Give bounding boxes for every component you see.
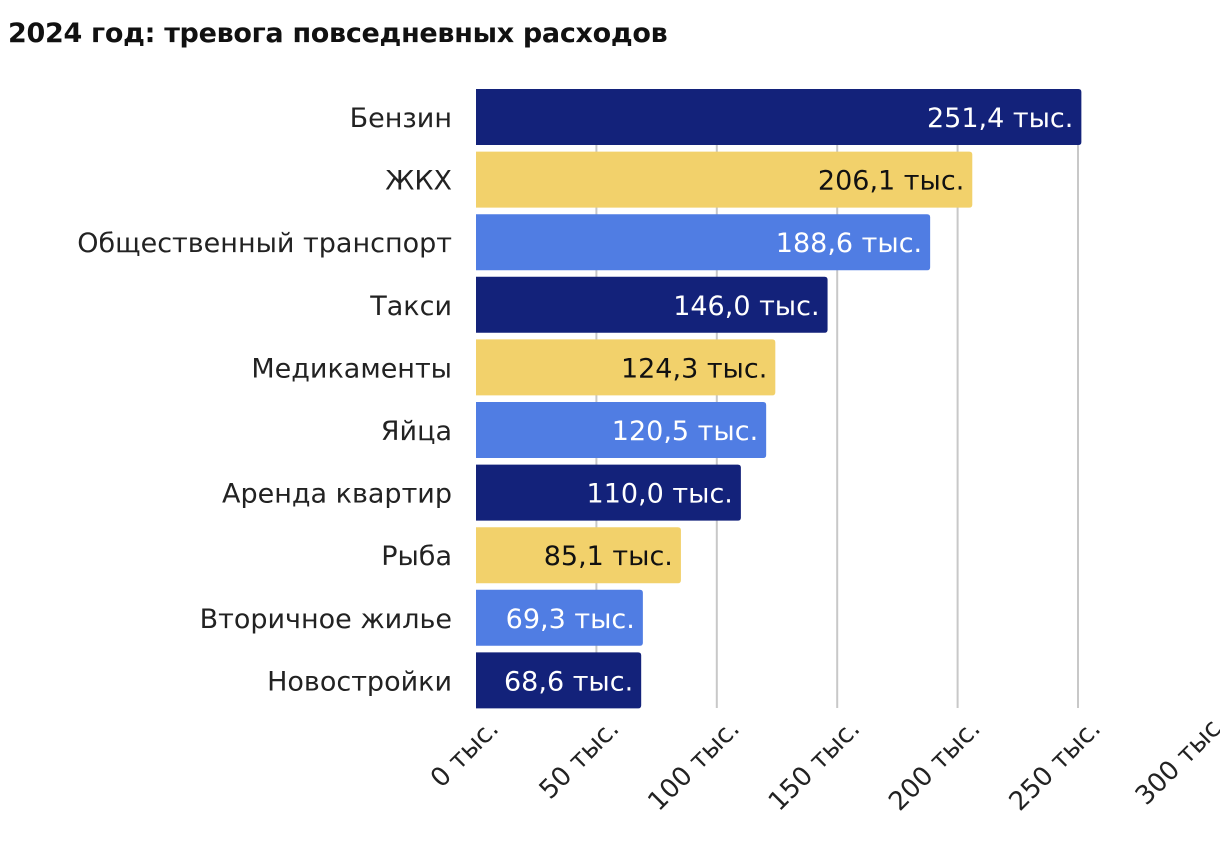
category-label: Такси <box>369 291 452 322</box>
x-tick-label: 250 тыс. <box>1004 714 1107 817</box>
category-label: Яйца <box>381 416 452 447</box>
bar <box>476 89 1082 145</box>
category-label: ЖКХ <box>385 166 452 197</box>
data-label: 188,6 тыс. <box>776 228 922 259</box>
bar <box>476 589 643 646</box>
chart-title: 2024 год: тревога повседневных расходов <box>8 18 668 49</box>
bar <box>476 464 741 521</box>
bar <box>476 151 973 208</box>
data-label: 146,0 тыс. <box>673 291 819 322</box>
data-label: 206,1 тыс. <box>818 166 964 197</box>
data-label: 110,0 тыс. <box>587 479 733 510</box>
x-tick-label: 100 тыс. <box>642 714 745 817</box>
x-tick-label: 300 тыс <box>1130 714 1220 811</box>
x-tick-label: 200 тыс. <box>883 714 986 817</box>
bar <box>476 339 776 396</box>
category-label: Рыба <box>381 541 452 572</box>
category-label: Аренда квартир <box>222 479 452 510</box>
bar <box>476 652 642 709</box>
category-label: Общественный транспорт <box>77 228 452 259</box>
category-label: Медикаменты <box>251 353 452 384</box>
category-label: Бензин <box>350 103 452 134</box>
data-label: 251,4 тыс. <box>927 103 1073 134</box>
data-label: 120,5 тыс. <box>612 416 758 447</box>
data-label: 85,1 тыс. <box>544 541 673 572</box>
data-label: 69,3 тыс. <box>506 604 635 635</box>
data-label: 68,6 тыс. <box>504 666 633 697</box>
data-label: 124,3 тыс. <box>621 353 767 384</box>
bar <box>476 402 767 458</box>
bar <box>476 214 931 271</box>
x-tick-label: 0 тыс. <box>425 714 505 794</box>
category-label: Новостройки <box>267 666 452 697</box>
bar <box>476 276 828 333</box>
bar <box>476 527 681 584</box>
category-label: Вторичное жилье <box>200 604 452 635</box>
x-tick-label: 50 тыс. <box>534 714 626 806</box>
x-tick-label: 150 тыс. <box>763 714 866 817</box>
